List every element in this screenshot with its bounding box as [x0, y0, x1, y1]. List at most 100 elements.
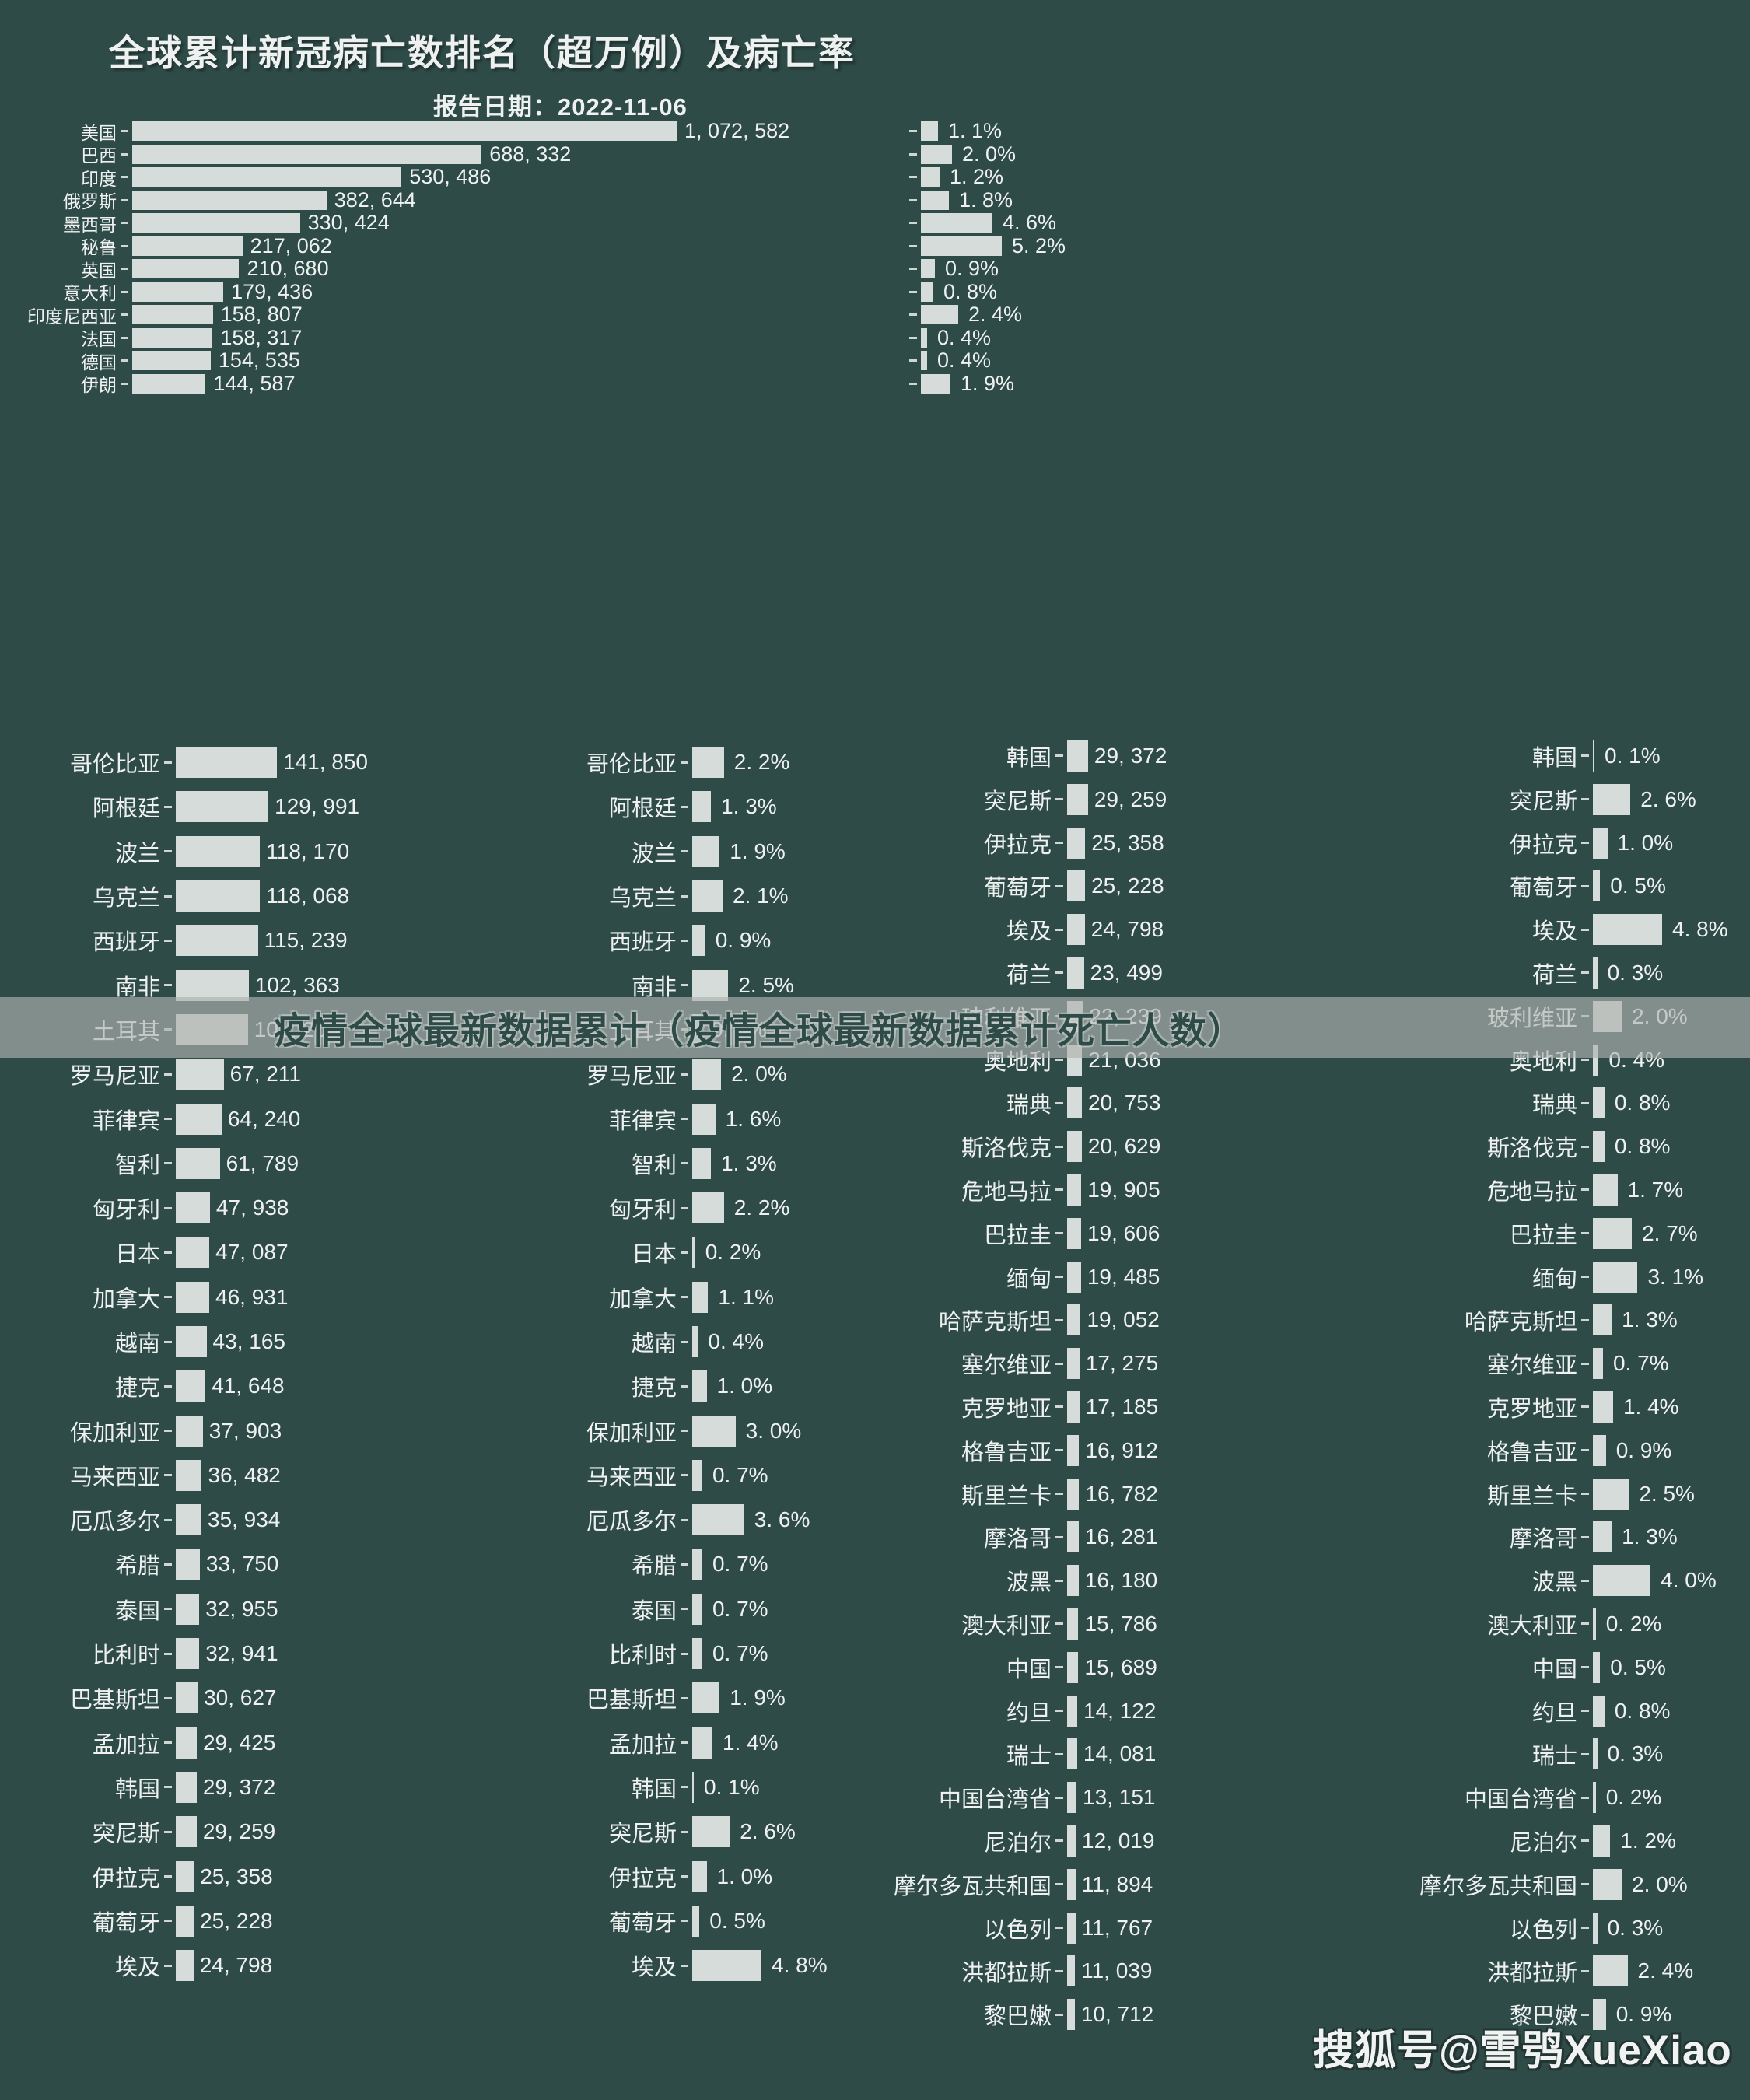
chart-row: 加拿大 46, 931	[0, 1275, 368, 1319]
axis-tick-mark	[1581, 1362, 1589, 1365]
country-label: 黎巴嫩	[1509, 2004, 1577, 2030]
death-count-bar	[176, 1950, 194, 1982]
chart-row: 乌克兰 2. 1%	[516, 873, 828, 918]
country-label: 黎巴嫩	[983, 2004, 1052, 2030]
country-label: 格鲁吉亚	[961, 1440, 1052, 1465]
axis-tick-mark	[681, 1474, 688, 1477]
death-count-bar	[176, 969, 249, 1001]
death-count-value: 17, 185	[1085, 1394, 1159, 1419]
death-rate-value: 0. 5%	[1610, 1654, 1666, 1679]
axis-tick-mark	[1055, 1318, 1063, 1321]
death-rate-bar	[692, 1638, 702, 1670]
chart-row: 瑞士 14, 081	[849, 1732, 1167, 1776]
country-label: 美国	[81, 122, 117, 143]
death-count-value: 16, 281	[1084, 1524, 1158, 1549]
country-label: 匈牙利	[92, 1198, 160, 1223]
chart-row: 斯洛伐克 0. 8%	[1375, 1125, 1728, 1168]
death-rate-value: 1. 3%	[721, 1150, 777, 1175]
death-count-value: 25, 358	[1091, 830, 1164, 855]
axis-tick-mark	[1055, 1927, 1063, 1929]
axis-tick-mark	[1055, 1579, 1063, 1582]
axis-tick-mark	[681, 1118, 688, 1121]
country-label: 乌克兰	[608, 886, 677, 912]
axis-tick-mark	[1055, 2013, 1063, 2016]
chart-row: 越南 43, 165	[0, 1319, 368, 1363]
chart-row: 以色列 11, 767	[849, 1906, 1167, 1950]
axis-tick-mark	[681, 1608, 688, 1611]
chart-row: 匈牙利 47, 938	[0, 1185, 368, 1230]
axis-tick-mark	[1055, 754, 1063, 758]
country-label: 哈萨克斯坦	[1464, 1310, 1577, 1335]
axis-tick-mark	[1581, 754, 1589, 758]
country-label: 摩洛哥	[1509, 1527, 1577, 1552]
country-label: 德国	[81, 352, 117, 373]
death-count-value: 29, 259	[1094, 786, 1167, 811]
axis-tick-mark	[681, 1920, 688, 1923]
death-rate-value: 2. 0%	[1632, 1871, 1688, 1896]
death-count-value: 10, 712	[1080, 2002, 1154, 2027]
chart-row: 2. 0%	[905, 142, 1066, 166]
country-label: 印度尼西亚	[27, 306, 117, 327]
death-rate-bar	[921, 121, 938, 142]
axis-tick-mark	[1055, 1969, 1063, 1972]
country-label: 比利时	[608, 1643, 677, 1669]
death-count-bar	[1067, 1217, 1081, 1249]
chart-row: 克罗地亚 1. 4%	[1375, 1385, 1728, 1429]
death-rate-value: 2. 1%	[732, 884, 789, 908]
chart-row: 匈牙利 2. 2%	[516, 1185, 828, 1230]
country-label: 厄瓜多尔	[586, 1510, 677, 1535]
axis-tick-mark	[121, 382, 128, 385]
country-label: 缅甸	[1531, 1266, 1577, 1292]
death-count-bar	[176, 1771, 197, 1803]
death-count-bar	[1067, 1261, 1081, 1293]
axis-tick-mark	[1055, 884, 1063, 887]
axis-tick-mark	[1581, 1318, 1589, 1321]
death-rate-bar	[692, 1192, 724, 1224]
death-count-bar	[176, 1147, 220, 1179]
chart-row: 瑞典 20, 753	[849, 1081, 1167, 1125]
death-count-value: 688, 332	[489, 142, 572, 166]
chart-row: 中国台湾省 13, 151	[849, 1776, 1167, 1819]
death-count-value: 144, 587	[213, 371, 296, 395]
axis-tick-mark	[1055, 1883, 1063, 1886]
axis-tick-mark	[164, 1251, 172, 1254]
death-rate-bar	[1593, 1131, 1605, 1163]
chart-row: 斯里兰卡 2. 5%	[1375, 1472, 1728, 1516]
death-rate-value: 0. 9%	[945, 257, 999, 281]
country-label: 斯里兰卡	[1486, 1483, 1577, 1509]
death-count-value: 43, 165	[212, 1329, 285, 1353]
chart-row: 塞尔维亚 17, 275	[849, 1342, 1167, 1385]
death-rate-bar	[692, 1147, 712, 1179]
country-label: 西班牙	[92, 930, 160, 956]
death-count-bar	[176, 1504, 201, 1536]
death-count-value: 61, 789	[226, 1150, 299, 1175]
axis-tick-mark	[909, 244, 917, 247]
death-count-bar	[1067, 914, 1085, 946]
death-count-bar	[132, 373, 206, 394]
death-count-bar	[1067, 1391, 1080, 1423]
chart-row: 中国 15, 689	[849, 1646, 1167, 1689]
chart-row: 埃及 24, 798	[849, 908, 1167, 951]
death-rate-value: 1. 4%	[722, 1730, 779, 1755]
death-rate-value: 0. 5%	[709, 1908, 765, 1933]
axis-tick-mark	[681, 1296, 688, 1299]
chart-row: 厄瓜多尔 35, 934	[0, 1498, 368, 1542]
axis-tick-mark	[164, 1518, 172, 1521]
chart-row: 韩国 29, 372	[849, 734, 1167, 778]
chart-row: 伊拉克 25, 358	[849, 821, 1167, 865]
country-label: 危地马拉	[1486, 1179, 1577, 1205]
axis-tick-mark	[164, 1430, 172, 1433]
death-rate-bar	[1593, 1044, 1599, 1076]
chart-row: 尼泊尔 12, 019	[849, 1819, 1167, 1863]
chart-row: 希腊 0. 7%	[516, 1542, 828, 1587]
death-rate-value: 2. 5%	[1639, 1481, 1695, 1506]
axis-tick-mark	[121, 176, 128, 179]
death-count-value: 12, 019	[1082, 1828, 1155, 1853]
death-count-value: 35, 934	[207, 1507, 281, 1532]
death-rate-bar	[692, 1103, 716, 1135]
country-label: 缅甸	[1006, 1266, 1052, 1292]
chart-row: 突尼斯 29, 259	[849, 778, 1167, 821]
axis-tick-mark	[121, 222, 128, 225]
chart-row: 葡萄牙 25, 228	[849, 864, 1167, 908]
country-label: 突尼斯	[92, 1822, 160, 1847]
